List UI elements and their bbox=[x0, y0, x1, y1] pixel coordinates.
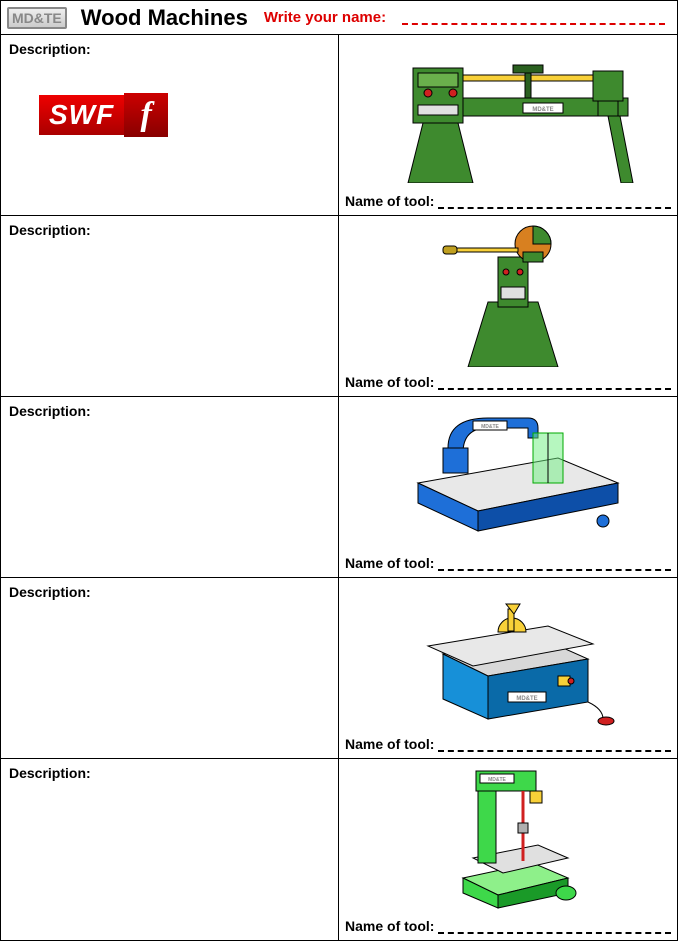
description-cell-5[interactable]: Description: bbox=[1, 759, 339, 940]
description-cell-1[interactable]: Description: SWF f bbox=[1, 35, 339, 215]
bandsaw-image: MD&TE bbox=[343, 763, 673, 912]
description-label: Description: bbox=[9, 403, 330, 419]
description-label: Description: bbox=[9, 765, 330, 781]
tablesaw-image: MD&TE bbox=[343, 582, 673, 730]
svg-text:MD&TE: MD&TE bbox=[481, 424, 499, 430]
tool-input-line-1[interactable] bbox=[438, 199, 671, 209]
tool-cell-1: MD&TE Name of tool: bbox=[339, 35, 677, 215]
row-3: Description: bbox=[1, 397, 677, 578]
tool-label: Name of tool: bbox=[345, 555, 434, 571]
page-title: Wood Machines bbox=[81, 5, 248, 31]
worksheet: MD&TE Wood Machines Write your name: Des… bbox=[0, 0, 678, 941]
name-input-line[interactable] bbox=[402, 11, 665, 25]
tool-cell-2: Name of tool: bbox=[339, 216, 677, 396]
description-label: Description: bbox=[9, 584, 330, 600]
tool-input-line-4[interactable] bbox=[438, 742, 671, 752]
name-prompt: Write your name: bbox=[264, 9, 386, 26]
svg-text:MD&TE: MD&TE bbox=[532, 107, 553, 113]
tool-label: Name of tool: bbox=[345, 918, 434, 934]
description-cell-4[interactable]: Description: bbox=[1, 578, 339, 758]
tool-label: Name of tool: bbox=[345, 193, 434, 209]
row-2: Description: bbox=[1, 216, 677, 397]
lathe-image: MD&TE bbox=[343, 39, 673, 187]
scrollsaw-image: MD&TE bbox=[343, 401, 673, 549]
flash-icon: f bbox=[124, 93, 168, 137]
description-label: Description: bbox=[9, 222, 330, 238]
tool-label: Name of tool: bbox=[345, 736, 434, 752]
row-4: Description: bbox=[1, 578, 677, 759]
tool-input-line-2[interactable] bbox=[438, 380, 671, 390]
svg-text:MD&TE: MD&TE bbox=[488, 777, 506, 783]
logo: MD&TE bbox=[7, 7, 67, 29]
tool-cell-4: MD&TE Name of tool: bbox=[339, 578, 677, 758]
description-label: Description: bbox=[9, 41, 330, 57]
tool-input-line-3[interactable] bbox=[438, 561, 671, 571]
swf-text: SWF bbox=[39, 95, 124, 135]
svg-text:MD&TE: MD&TE bbox=[516, 696, 537, 702]
tool-cell-5: MD&TE Name of tool: bbox=[339, 759, 677, 940]
tool-label: Name of tool: bbox=[345, 374, 434, 390]
tool-cell-3: MD&TE Name of tool: bbox=[339, 397, 677, 577]
tool-input-line-5[interactable] bbox=[438, 924, 671, 934]
row-1: Description: SWF f bbox=[1, 35, 677, 216]
swf-badge[interactable]: SWF f bbox=[39, 93, 330, 137]
row-5: Description: bbox=[1, 759, 677, 940]
grinder-image bbox=[343, 220, 673, 368]
description-cell-2[interactable]: Description: bbox=[1, 216, 339, 396]
description-cell-3[interactable]: Description: bbox=[1, 397, 339, 577]
header: MD&TE Wood Machines Write your name: bbox=[1, 1, 677, 35]
